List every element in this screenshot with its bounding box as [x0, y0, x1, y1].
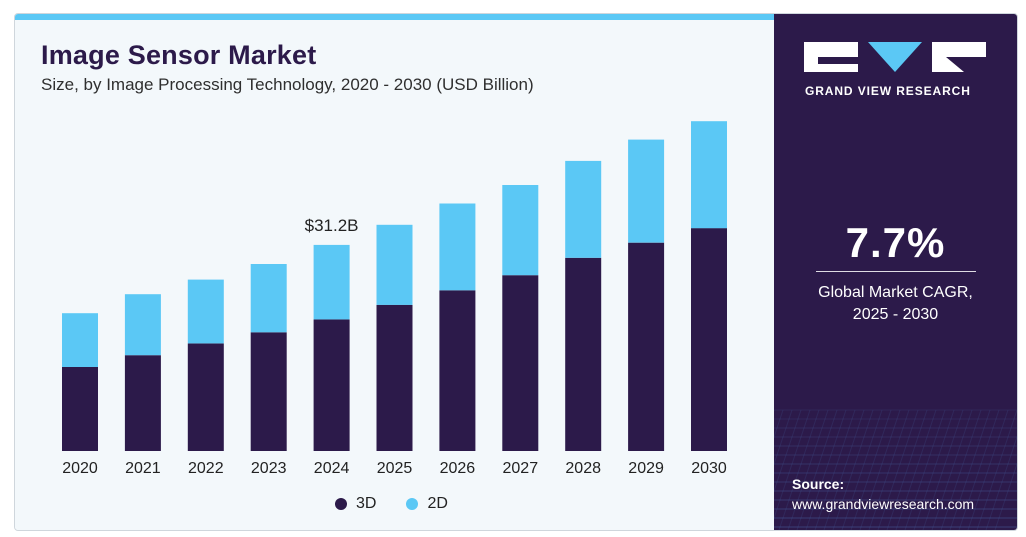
- bar-2d-2030: [691, 121, 727, 229]
- grid-line-v: [814, 409, 856, 530]
- brand-name: GRAND VIEW RESEARCH: [805, 84, 971, 98]
- grid-line-v: [985, 435, 1017, 530]
- grid-line-v: [841, 409, 883, 530]
- x-tick-label-2025: 2025: [377, 460, 413, 477]
- side-panel: GRAND VIEW RESEARCH 7.7% Global Market C…: [774, 14, 1017, 530]
- legend-item-2d: 2D: [406, 495, 448, 513]
- grid-line-v: [823, 409, 865, 530]
- bar-3d-2029: [628, 242, 665, 451]
- bar-2d-2020: [62, 313, 98, 367]
- grid-line-v: [967, 409, 1009, 530]
- grid-line-v: [940, 409, 982, 530]
- grid-line-v: [774, 409, 802, 493]
- chart-subtitle: Size, by Image Processing Technology, 20…: [41, 75, 534, 94]
- stacked-bar-chart: 2020 2021 2022 2023 2024 2025 2026 2027 2028 2029…: [62, 121, 727, 477]
- accent-strip: [15, 14, 774, 20]
- bar-3d-2025: [376, 304, 413, 451]
- cagr-divider: [816, 271, 976, 272]
- grid-line-v: [832, 409, 874, 530]
- cagr-value: 7.7%: [845, 219, 946, 266]
- data-label-2024: $31.2B: [305, 216, 359, 235]
- x-tick-label-2024: 2024: [314, 460, 350, 477]
- x-tick-label-2023: 2023: [251, 460, 287, 477]
- grid-line-v: [774, 409, 811, 520]
- grid-line-v: [805, 409, 847, 530]
- x-tick-label-2021: 2021: [125, 460, 161, 477]
- legend-item-3d: 3D: [335, 495, 376, 513]
- chart-legend: 3D 2D: [335, 494, 448, 514]
- bar-3d-2022: [187, 343, 224, 451]
- grid-line-v: [787, 409, 829, 530]
- logo-notch-left: [818, 57, 858, 64]
- bar-3d-2020: [62, 367, 98, 451]
- bar-2d-2021: [124, 294, 161, 356]
- decorative-grid-pattern: [774, 409, 1017, 530]
- bar-3d-2021: [124, 355, 161, 451]
- chart-title: Image Sensor Market: [41, 40, 317, 70]
- bar-2d-2022: [187, 279, 224, 344]
- grid-line-v: [868, 409, 910, 530]
- x-tick-label-2020: 2020: [62, 460, 98, 477]
- grid-line-v: [895, 409, 937, 530]
- logo-notch-right: [946, 57, 986, 72]
- grid-line-v: [958, 409, 1000, 530]
- bar-2d-2025: [376, 224, 413, 305]
- x-tick-label-2028: 2028: [565, 460, 601, 477]
- cagr-label-line2: 2025 - 2030: [852, 306, 939, 323]
- bar-2d-2027: [502, 185, 539, 276]
- x-tick-label-2022: 2022: [188, 460, 224, 477]
- cagr-label: Global Market CAGR, 2025 - 2030: [774, 282, 1017, 326]
- bar-3d-2028: [565, 257, 602, 451]
- bar-3d-2023: [250, 332, 287, 451]
- x-tick-label-2029: 2029: [628, 460, 664, 477]
- source-label: Source:: [792, 476, 845, 492]
- bar-3d-2027: [502, 275, 539, 451]
- bar-2d-2024: [313, 244, 350, 320]
- x-tick-label-2026: 2026: [440, 460, 476, 477]
- bar-2d-2028: [565, 160, 602, 258]
- cagr-label-line1: Global Market CAGR,: [818, 284, 973, 301]
- legend-label-3d: 3D: [356, 495, 377, 512]
- grid-line-v: [774, 409, 793, 466]
- bar-2d-2026: [439, 203, 476, 291]
- legend-swatch-3d: [335, 498, 347, 510]
- grid-line-v: [922, 409, 964, 530]
- bar-3d-2024: [313, 319, 350, 451]
- grid-line-v: [859, 409, 901, 530]
- infographic-card: Image Sensor Market Size, by Image Proce…: [14, 13, 1018, 531]
- grid-line-v: [949, 409, 991, 530]
- grid-line-v: [994, 462, 1017, 530]
- grid-line-v: [850, 409, 892, 530]
- grid-line-v: [774, 409, 784, 439]
- legend-label-2d: 2D: [427, 495, 448, 512]
- grid-line-v: [913, 409, 955, 530]
- grid-line-v: [931, 409, 973, 530]
- source-url[interactable]: www.grandviewresearch.com: [792, 496, 975, 512]
- chart-panel: Image Sensor Market Size, by Image Proce…: [15, 14, 774, 530]
- grid-line-v: [778, 409, 820, 530]
- grid-line-v: [796, 409, 838, 530]
- x-tick-label-2027: 2027: [503, 460, 539, 477]
- grid-line-v: [904, 409, 946, 530]
- grid-line-v: [877, 409, 919, 530]
- bar-3d-2030: [691, 228, 727, 451]
- legend-swatch-2d: [406, 498, 419, 510]
- bar-2d-2023: [250, 264, 287, 333]
- bar-3d-2026: [439, 290, 476, 451]
- x-tick-label-2030: 2030: [691, 460, 727, 477]
- bar-2d-2029: [628, 139, 665, 243]
- grid-line-v: [976, 409, 1017, 530]
- logo-chevron: [868, 42, 922, 72]
- grid-line-v: [886, 409, 928, 530]
- gvr-logo: [804, 42, 986, 72]
